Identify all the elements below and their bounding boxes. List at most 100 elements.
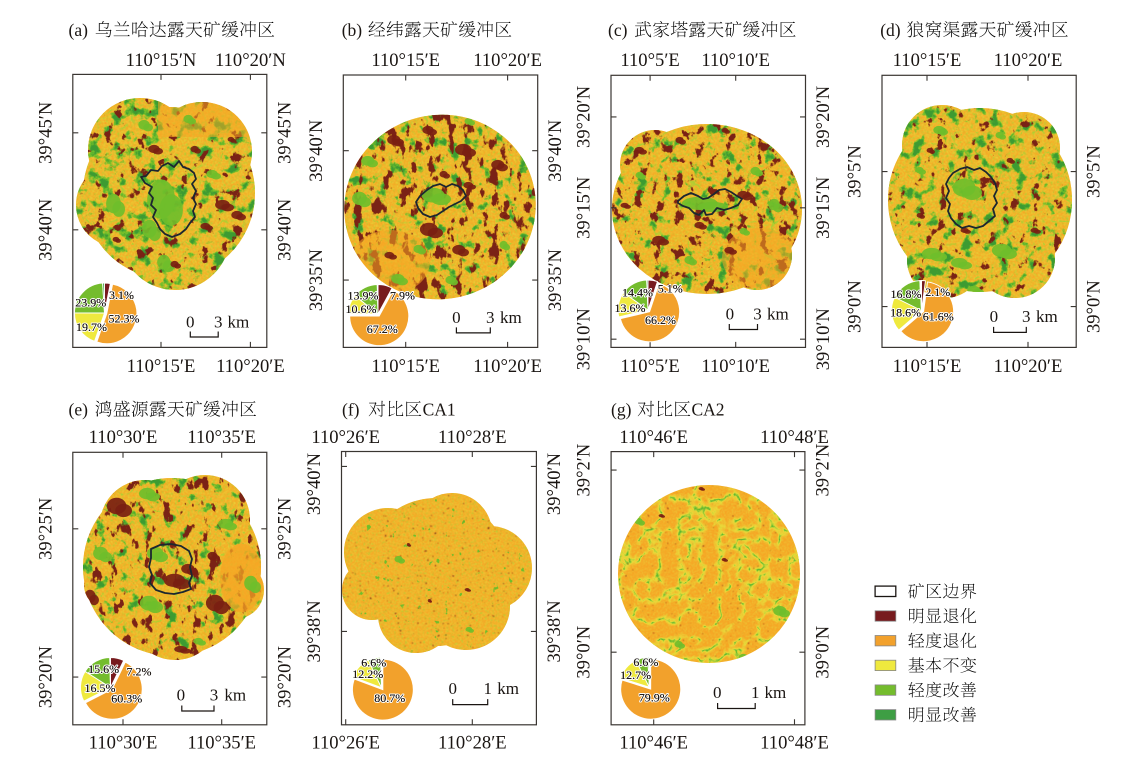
svg-text:0: 0 xyxy=(186,312,195,331)
svg-text:2.1%: 2.1% xyxy=(925,285,950,299)
svg-text:7.2%: 7.2% xyxy=(127,664,152,678)
svg-text:3: 3 xyxy=(214,312,223,331)
svg-text:km: km xyxy=(228,312,250,331)
svg-text:39°2′N: 39°2′N xyxy=(574,444,595,497)
svg-text:12.2%: 12.2% xyxy=(352,667,383,681)
svg-text:39°38′N: 39°38′N xyxy=(544,600,565,662)
svg-text:3.1%: 3.1% xyxy=(109,288,134,302)
svg-text:6.6%: 6.6% xyxy=(633,655,658,669)
svg-text:15.6%: 15.6% xyxy=(88,662,119,676)
svg-text:(d): (d) xyxy=(880,20,901,40)
svg-text:CA1: CA1 xyxy=(423,400,456,420)
svg-text:7.2%: 7.2% xyxy=(127,664,152,678)
svg-text:60.3%: 60.3% xyxy=(111,692,142,706)
svg-text:10.6%: 10.6% xyxy=(346,302,377,316)
svg-text:39°45′N: 39°45′N xyxy=(35,102,56,164)
svg-text:39°0′N: 39°0′N xyxy=(574,626,595,679)
svg-text:39°0′N: 39°0′N xyxy=(812,626,833,679)
svg-text:14.4%: 14.4% xyxy=(622,286,653,300)
svg-text:16.8%: 16.8% xyxy=(891,287,922,301)
svg-text:18.6%: 18.6% xyxy=(890,306,921,320)
svg-text:110°15′E: 110°15′E xyxy=(893,50,962,71)
svg-text:39°35′N: 39°35′N xyxy=(306,249,327,311)
svg-text:3: 3 xyxy=(1022,307,1031,326)
svg-text:16.8%: 16.8% xyxy=(891,287,922,301)
svg-text:39°25′N: 39°25′N xyxy=(274,498,295,560)
svg-text:110°48′E: 110°48′E xyxy=(760,427,829,448)
svg-text:39°0′N: 39°0′N xyxy=(845,280,866,333)
svg-text:15.6%: 15.6% xyxy=(88,662,119,676)
svg-text:3: 3 xyxy=(210,686,219,705)
svg-text:110°28′E: 110°28′E xyxy=(438,427,507,448)
svg-text:39°20′N: 39°20′N xyxy=(574,86,595,148)
svg-text:39°5′N: 39°5′N xyxy=(1084,145,1105,198)
svg-text:39°40′N: 39°40′N xyxy=(35,199,56,261)
svg-text:14.4%: 14.4% xyxy=(622,286,653,300)
svg-text:39°15′N: 39°15′N xyxy=(813,177,834,239)
svg-text:(g): (g) xyxy=(611,400,632,420)
svg-text:67.2%: 67.2% xyxy=(367,322,398,336)
svg-text:110°26′E: 110°26′E xyxy=(311,427,380,448)
svg-text:7.9%: 7.9% xyxy=(390,288,415,302)
svg-text:39°15′N: 39°15′N xyxy=(574,177,595,239)
svg-text:2.1%: 2.1% xyxy=(925,285,950,299)
svg-text:10.6%: 10.6% xyxy=(346,302,377,316)
svg-text:23.9%: 23.9% xyxy=(75,295,106,309)
svg-text:39°20′N: 39°20′N xyxy=(35,646,56,708)
svg-text:110°15′E: 110°15′E xyxy=(371,50,440,71)
svg-text:61.6%: 61.6% xyxy=(923,310,954,324)
svg-text:79.9%: 79.9% xyxy=(639,691,670,705)
svg-text:23.9%: 23.9% xyxy=(75,295,106,309)
svg-text:110°10′E: 110°10′E xyxy=(701,50,770,71)
svg-text:39°10′N: 39°10′N xyxy=(574,308,595,370)
svg-text:39°40′N: 39°40′N xyxy=(306,120,327,182)
svg-text:110°15′N: 110°15′N xyxy=(126,50,197,71)
svg-text:66.2%: 66.2% xyxy=(645,313,676,327)
svg-text:110°30′E: 110°30′E xyxy=(89,733,158,754)
svg-text:6.6%: 6.6% xyxy=(633,655,658,669)
svg-text:6.6%: 6.6% xyxy=(361,656,386,670)
svg-text:39°45′N: 39°45′N xyxy=(274,102,295,164)
svg-text:CA2: CA2 xyxy=(692,400,725,420)
svg-text:12.7%: 12.7% xyxy=(620,668,651,682)
svg-text:110°20′E: 110°20′E xyxy=(216,356,285,377)
svg-text:0: 0 xyxy=(452,308,461,327)
svg-text:110°20′E: 110°20′E xyxy=(994,50,1063,71)
svg-text:0: 0 xyxy=(713,683,722,702)
svg-text:13.6%: 13.6% xyxy=(615,301,646,315)
svg-text:52.3%: 52.3% xyxy=(109,311,140,325)
svg-text:0: 0 xyxy=(448,679,457,698)
svg-text:39°38′N: 39°38′N xyxy=(304,600,325,662)
svg-text:80.7%: 80.7% xyxy=(374,691,405,705)
svg-text:110°35′E: 110°35′E xyxy=(187,427,256,448)
svg-text:13.9%: 13.9% xyxy=(348,288,379,302)
svg-text:110°10′E: 110°10′E xyxy=(701,356,770,377)
svg-text:km: km xyxy=(500,308,522,327)
svg-text:67.2%: 67.2% xyxy=(367,322,398,336)
svg-text:110°48′E: 110°48′E xyxy=(760,733,829,754)
svg-text:80.7%: 80.7% xyxy=(374,691,405,705)
svg-text:79.9%: 79.9% xyxy=(639,691,670,705)
svg-text:km: km xyxy=(767,305,789,324)
svg-text:12.2%: 12.2% xyxy=(352,667,383,681)
svg-text:39°5′N: 39°5′N xyxy=(845,145,866,198)
svg-text:39°40′N: 39°40′N xyxy=(274,199,295,261)
svg-text:110°20′E: 110°20′E xyxy=(473,50,542,71)
svg-text:19.7%: 19.7% xyxy=(76,320,107,334)
svg-text:39°20′N: 39°20′N xyxy=(813,86,834,148)
svg-text:12.7%: 12.7% xyxy=(620,668,651,682)
svg-text:110°5′E: 110°5′E xyxy=(620,50,679,71)
svg-text:km: km xyxy=(1036,307,1058,326)
svg-text:(c): (c) xyxy=(608,20,628,40)
svg-text:61.6%: 61.6% xyxy=(923,310,954,324)
svg-text:39°0′N: 39°0′N xyxy=(1084,280,1105,333)
svg-text:39°10′N: 39°10′N xyxy=(813,308,834,370)
svg-text:0: 0 xyxy=(990,307,999,326)
svg-text:13.6%: 13.6% xyxy=(615,301,646,315)
svg-text:km: km xyxy=(224,686,246,705)
svg-text:110°30′E: 110°30′E xyxy=(89,427,158,448)
svg-text:(e): (e) xyxy=(69,400,89,420)
svg-text:7.9%: 7.9% xyxy=(390,288,415,302)
svg-text:0: 0 xyxy=(177,686,186,705)
svg-text:13.9%: 13.9% xyxy=(348,288,379,302)
